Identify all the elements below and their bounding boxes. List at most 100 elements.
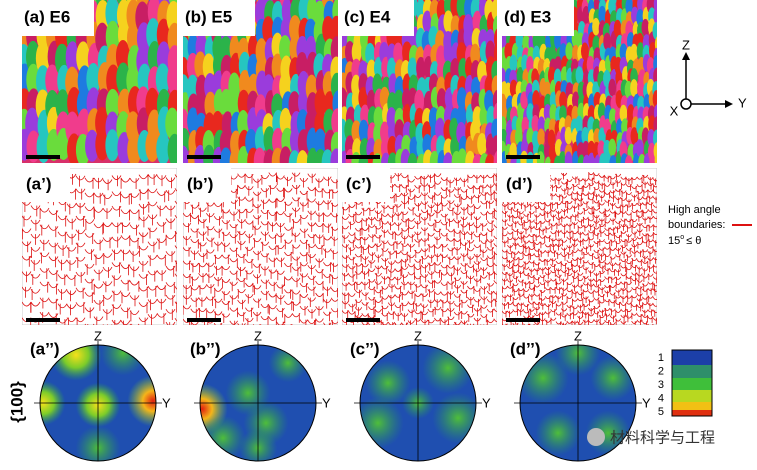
grain: [619, 104, 628, 123]
grain: [635, 139, 644, 157]
grain: [77, 108, 92, 141]
grain: [116, 62, 131, 95]
grain: [331, 108, 338, 136]
grain: [522, 34, 531, 53]
grain: [559, 91, 567, 110]
grain: [86, 62, 101, 95]
grain: [105, 88, 120, 121]
pf-y: Y: [642, 395, 651, 410]
grain: [25, 40, 40, 73]
grain: [237, 110, 250, 138]
grain: [456, 87, 467, 110]
intensity: [50, 345, 102, 381]
grain: [532, 90, 540, 108]
grain: [85, 129, 100, 162]
pf-z: Z: [254, 328, 262, 343]
pf-label: (d’’): [510, 339, 541, 358]
grain: [126, 21, 141, 54]
grain: [271, 53, 284, 81]
grain: [387, 135, 398, 159]
grain: [624, 155, 633, 163]
grain: [608, 138, 617, 157]
grain: [95, 128, 110, 161]
grain: [608, 78, 617, 97]
label-box: [183, 168, 231, 202]
grain: [106, 64, 121, 97]
grain: [167, 133, 177, 163]
scale-bar: [506, 155, 540, 159]
grain: [509, 79, 518, 98]
grain: [358, 86, 369, 110]
grain: [531, 114, 540, 133]
grain: [26, 130, 41, 163]
arrow: [682, 52, 690, 60]
pf-y: Y: [162, 395, 171, 410]
grain: [204, 91, 217, 119]
grain: [220, 88, 233, 117]
grain: [156, 132, 171, 163]
grain: [414, 89, 425, 113]
grain: [314, 88, 327, 117]
grain: [167, 62, 177, 95]
colorbar-tick: 1: [658, 352, 664, 364]
map-label: (a) E6: [24, 7, 70, 26]
grain: [549, 91, 558, 110]
grain: [630, 43, 638, 62]
grain: [653, 7, 657, 25]
grain: [652, 129, 657, 148]
scale-bar: [187, 318, 221, 322]
grain: [373, 106, 384, 129]
pf-label: (b’’): [190, 339, 221, 358]
grain: [342, 87, 348, 110]
grain: [400, 148, 411, 163]
grain: [493, 43, 497, 65]
grain: [219, 147, 232, 163]
grain: [619, 43, 628, 61]
grain: [581, 126, 590, 145]
legend-line1: High angle: [668, 204, 721, 216]
grain: [344, 118, 355, 142]
grain: [443, 152, 454, 163]
grain: [575, 66, 584, 84]
pf-y: Y: [322, 395, 331, 410]
colorbar-band: [672, 410, 712, 416]
grain: [435, 117, 445, 141]
axis-origin: [680, 98, 692, 110]
watermark-text: 材料科学与工程: [610, 429, 715, 447]
grain: [105, 129, 120, 162]
legend-line2: boundaries:: [668, 219, 726, 231]
grain: [289, 15, 301, 43]
content: (a) E6 (a’) (b) E5 (b’) (c) E4 (c’) (d) E3 (d’)…: [22, 0, 657, 462]
map-label: (c’): [346, 174, 372, 193]
grain: [582, 140, 590, 159]
grain: [422, 10, 433, 33]
grain: [127, 133, 142, 163]
colorbar-frame: [671, 349, 713, 417]
grain: [330, 15, 338, 43]
coordinate-axes: Z X Y: [670, 37, 747, 118]
grain: [603, 32, 611, 51]
grain: [549, 104, 558, 122]
grain: [564, 126, 573, 145]
colorbar-tick: 5: [658, 406, 664, 418]
grain: [652, 22, 657, 40]
condition: ≤ θ: [686, 235, 701, 247]
grain: [35, 42, 50, 75]
intensity: [100, 345, 146, 376]
grain: [564, 151, 573, 163]
grain: [351, 40, 362, 64]
grain: [279, 35, 291, 63]
grain: [115, 40, 130, 73]
grain: [630, 79, 638, 97]
pf-z: Z: [94, 328, 102, 343]
grain: [407, 153, 418, 163]
grain: [652, 90, 657, 108]
grain: [613, 19, 622, 38]
pf-label: (a’’): [30, 339, 60, 358]
grain: [351, 120, 362, 143]
intensity: [422, 345, 474, 394]
scale-bar: [187, 155, 221, 159]
grain: [532, 31, 541, 50]
map-label: (b’): [187, 174, 213, 193]
grain: [456, 0, 467, 18]
